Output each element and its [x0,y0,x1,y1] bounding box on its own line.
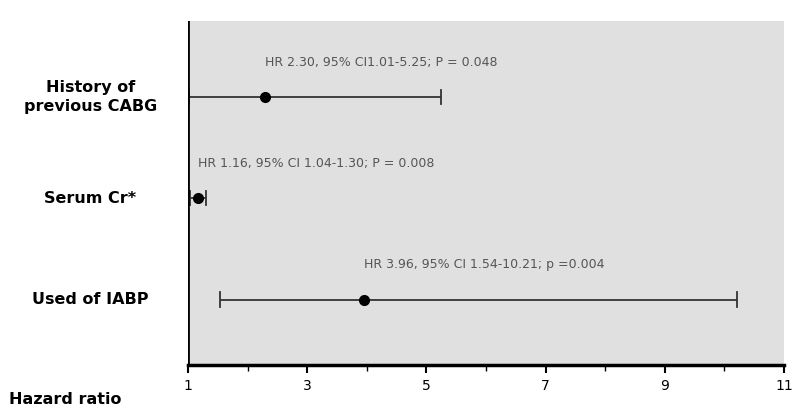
Text: Used of IABP: Used of IABP [32,292,149,307]
Text: HR 1.16, 95% CI 1.04-1.30; P = 0.008: HR 1.16, 95% CI 1.04-1.30; P = 0.008 [198,157,434,170]
Text: Serum Cr*: Serum Cr* [44,191,136,206]
Text: History of
previous CABG: History of previous CABG [24,80,157,114]
Text: Hazard ratio: Hazard ratio [10,392,122,407]
Text: HR 3.96, 95% CI 1.54-10.21; p =0.004: HR 3.96, 95% CI 1.54-10.21; p =0.004 [365,258,605,271]
Text: HR 2.30, 95% CI1.01-5.25; P = 0.048: HR 2.30, 95% CI1.01-5.25; P = 0.048 [266,55,498,68]
